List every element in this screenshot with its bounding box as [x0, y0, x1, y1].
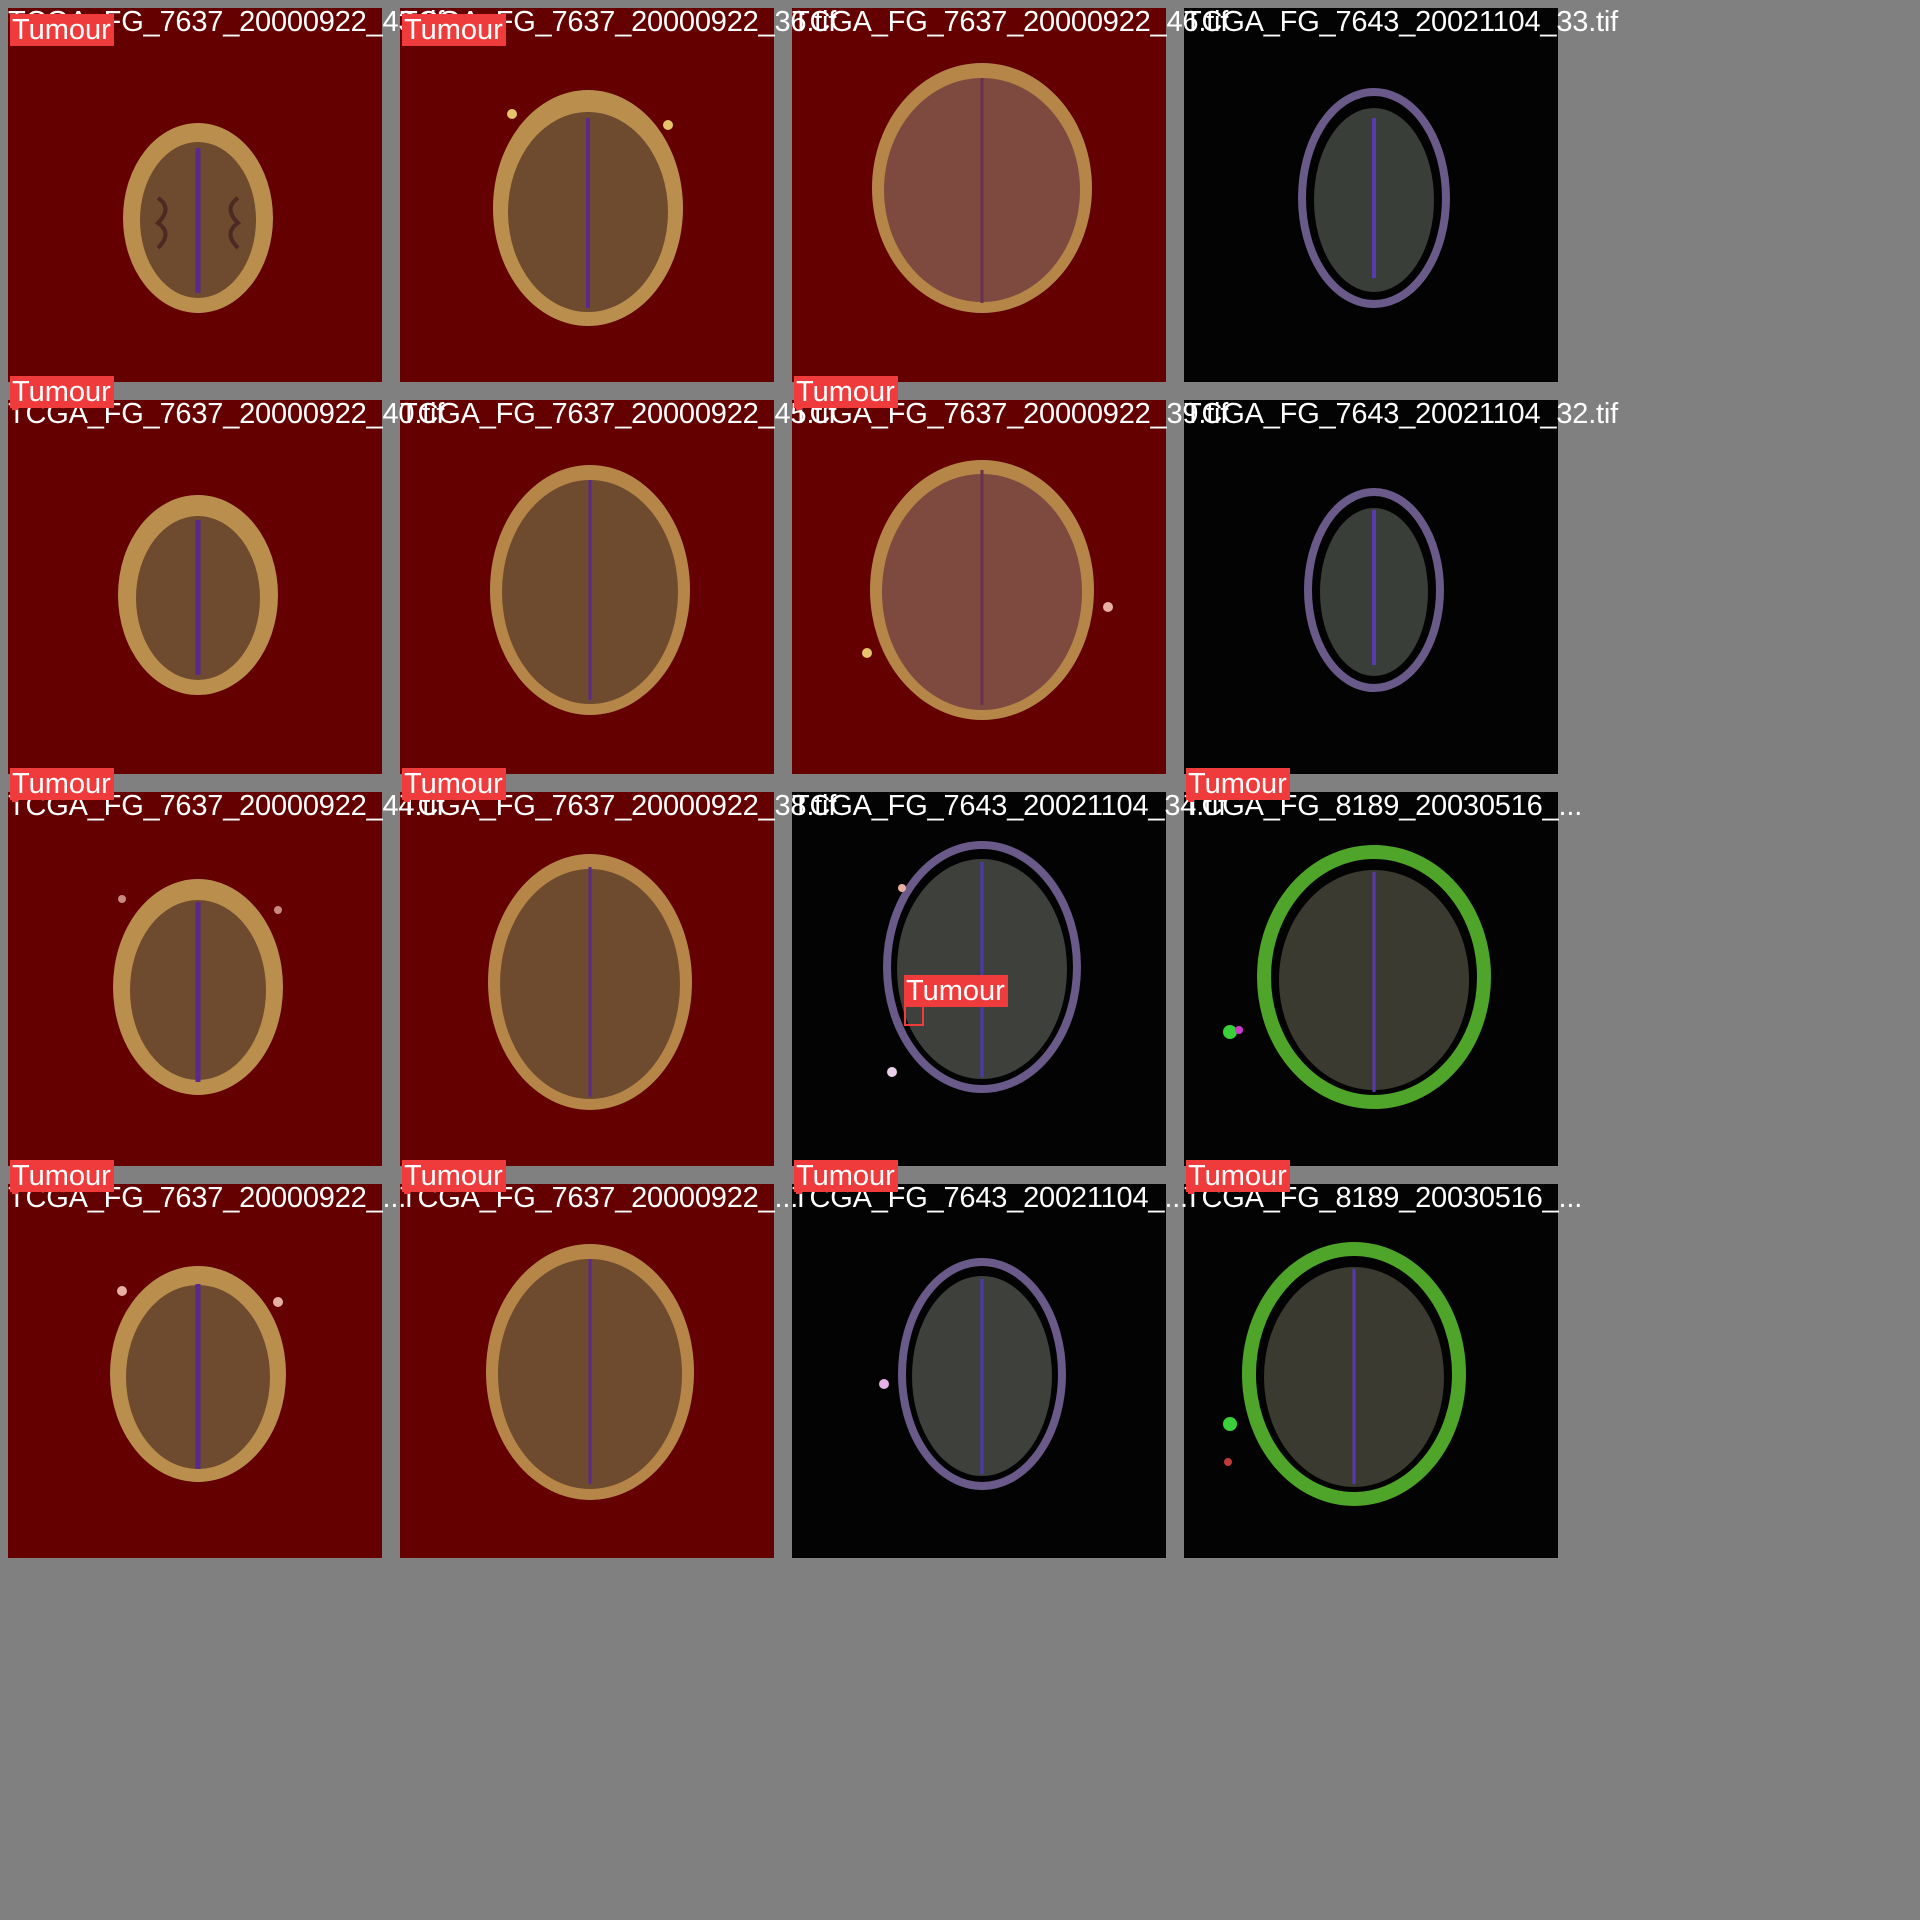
detection-marker	[796, 404, 802, 410]
detection-marker	[404, 1188, 410, 1194]
brain-scan	[490, 465, 690, 715]
scan-tile	[792, 1184, 1166, 1558]
tumour-label: Tumour	[402, 1160, 506, 1192]
scan-tile	[400, 8, 774, 382]
filename-label: TCGA_FG_7637_20000922_46.tif	[792, 6, 1229, 38]
image-grid: { "grid": { "label": "Tumour", "tiles": …	[8, 6, 1619, 1558]
detection-marker	[12, 404, 18, 410]
brain-scan	[493, 90, 683, 326]
tumour-label: Tumour	[10, 1160, 114, 1192]
tumour-label: Tumour	[1186, 768, 1290, 800]
scan-tile	[8, 1184, 382, 1558]
scan-tile	[1184, 1184, 1558, 1558]
scan-tile	[1184, 792, 1558, 1166]
detection-marker	[796, 1188, 802, 1194]
tumour-label: Tumour	[10, 14, 114, 46]
brain-scan	[113, 879, 283, 1095]
tumour-label: Tumour	[10, 768, 114, 800]
detection-marker	[12, 1188, 18, 1194]
brain-scan	[879, 1258, 1066, 1490]
tumour-label: Tumour	[1186, 1160, 1290, 1192]
tumour-label: Tumour	[402, 14, 506, 46]
scan-tile	[8, 400, 382, 774]
scan-tile	[792, 400, 1166, 774]
scan-tile	[1184, 400, 1558, 774]
scan-tile	[792, 8, 1166, 382]
tumour-bounding-box	[904, 1004, 924, 1026]
brain-scan	[1223, 845, 1491, 1109]
tumour-label: Tumour	[794, 376, 898, 408]
brain-scan	[110, 1266, 286, 1482]
brain-scan	[118, 495, 278, 695]
detection-marker	[1188, 796, 1194, 802]
scan-tile	[400, 792, 774, 1166]
brain-scan	[1223, 1242, 1466, 1506]
brain-scan	[1298, 88, 1450, 308]
brain-scan	[883, 841, 1081, 1093]
detection-marker	[12, 796, 18, 802]
brain-scan	[123, 123, 273, 313]
scan-tile	[8, 792, 382, 1166]
brain-scan	[486, 1244, 694, 1500]
brain-scan	[872, 63, 1092, 313]
detection-marker	[404, 796, 410, 802]
filename-label: TCGA_FG_7643_20021104_34.tif	[792, 790, 1227, 822]
filename-label: TCGA_FG_7643_20021104_33.tif	[1184, 6, 1619, 38]
brain-scan	[488, 854, 692, 1110]
brain-scan	[1304, 488, 1444, 692]
brain-scan	[862, 460, 1113, 720]
scan-tile	[792, 792, 1166, 1166]
tumour-label: Tumour	[10, 376, 114, 408]
scan-tile	[8, 8, 382, 382]
tumour-label: Tumour	[794, 1160, 898, 1192]
tumour-label: Tumour	[904, 975, 1008, 1007]
filename-label: TCGA_FG_7637_20000922_45.tif	[400, 398, 837, 430]
filename-label: TCGA_FG_7643_20021104_32.tif	[1184, 398, 1619, 430]
scan-tile	[400, 1184, 774, 1558]
tumour-label: Tumour	[402, 768, 506, 800]
scan-tile	[1184, 8, 1558, 382]
scan-tile	[400, 400, 774, 774]
detection-marker	[1188, 1188, 1194, 1194]
